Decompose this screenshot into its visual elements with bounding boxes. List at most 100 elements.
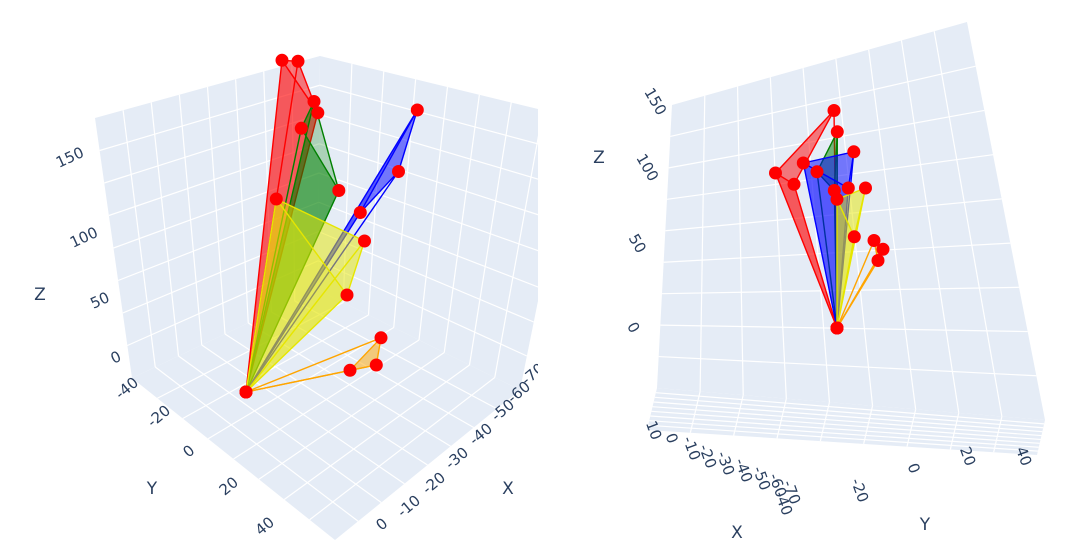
edge-yellow <box>346 240 366 296</box>
point-orange-3[interactable] <box>876 242 890 256</box>
point-red-3[interactable] <box>311 106 325 120</box>
point-yellow-2[interactable] <box>358 234 371 248</box>
point-orange-0[interactable] <box>239 385 253 399</box>
grid-line <box>802 68 831 403</box>
z-tick-label: 50 <box>625 231 650 257</box>
point-yellow-3[interactable] <box>340 288 354 302</box>
edge-blue <box>359 109 418 213</box>
point-orange-0[interactable] <box>830 321 844 335</box>
grid-line <box>283 364 470 500</box>
marker-group <box>239 53 424 399</box>
y-tick-label: 20 <box>216 473 242 499</box>
edge-red <box>774 110 835 174</box>
edge-blue <box>802 162 849 189</box>
point-yellow-3[interactable] <box>847 230 861 244</box>
point-blue-3[interactable] <box>353 206 367 219</box>
point-orange-1[interactable] <box>871 254 885 267</box>
edge-red <box>774 172 838 329</box>
y-axis-title: Y <box>919 515 931 535</box>
edge-red <box>793 110 835 185</box>
grid-line <box>668 109 985 169</box>
grid-line <box>933 31 1003 417</box>
point-green-1[interactable] <box>830 125 844 139</box>
grid-line <box>736 86 744 396</box>
point-yellow-2[interactable] <box>859 181 872 195</box>
surface-red <box>775 110 837 328</box>
grid-line <box>949 412 960 450</box>
point-orange-3[interactable] <box>369 358 383 372</box>
point-green-1[interactable] <box>307 95 321 108</box>
point-blue-2[interactable] <box>847 145 861 159</box>
edge-orange <box>349 337 382 371</box>
grid-line <box>494 135 538 378</box>
x-axis-title: X <box>731 523 743 543</box>
surface-yellow <box>837 188 866 328</box>
grid-line <box>769 77 787 399</box>
grid-line <box>819 402 831 442</box>
grid-line <box>900 40 960 413</box>
grid-line <box>309 377 496 521</box>
point-orange-2[interactable] <box>374 331 388 345</box>
grid-line <box>654 396 1044 429</box>
edge-yellow <box>245 198 277 393</box>
wall-floor <box>132 290 520 540</box>
grid-line <box>653 401 1043 433</box>
grid-line <box>906 409 917 447</box>
point-red-1[interactable] <box>275 53 289 67</box>
grid-line <box>660 324 1028 333</box>
z-tick-label: 150 <box>53 143 87 171</box>
grid-line <box>468 102 512 366</box>
point-blue-3[interactable] <box>841 181 855 195</box>
grid-line <box>689 391 701 433</box>
edge-red <box>793 184 838 329</box>
grid-line <box>652 406 1042 437</box>
grid-line <box>258 352 445 480</box>
x-tick-label: -10 <box>394 491 424 521</box>
grid-line <box>733 394 744 436</box>
point-green-2[interactable] <box>810 165 824 179</box>
y-tick-label: -20 <box>847 476 872 505</box>
point-yellow-1[interactable] <box>830 192 844 206</box>
axis-titles: X Y Z <box>593 148 931 543</box>
edge-yellow <box>275 198 348 296</box>
grid-line <box>443 94 480 353</box>
point-red-2[interactable] <box>827 104 841 117</box>
point-green-3[interactable] <box>332 184 346 197</box>
point-red-1[interactable] <box>769 166 782 180</box>
z-tick-label: 50 <box>87 288 112 312</box>
point-yellow-1[interactable] <box>269 192 283 206</box>
edge-green <box>300 127 340 191</box>
grid-line <box>670 65 976 138</box>
z-axis-title: Z <box>593 148 605 168</box>
point-green-2[interactable] <box>294 121 308 135</box>
grid-line <box>658 355 1037 377</box>
edge-orange <box>836 240 875 329</box>
z-axis-title: Z <box>34 285 46 305</box>
point-red-3[interactable] <box>787 177 801 191</box>
x-axis-title: X <box>502 479 514 499</box>
point-red-2[interactable] <box>291 54 305 68</box>
point-orange-1[interactable] <box>343 363 357 377</box>
point-blue-1[interactable] <box>410 103 424 117</box>
edge-blue <box>359 171 400 213</box>
edge-blue <box>397 109 418 172</box>
edge-blue <box>803 151 854 164</box>
y-tick-label: 40 <box>252 513 278 539</box>
z-tick-label: 150 <box>640 85 670 119</box>
point-blue-1[interactable] <box>796 156 810 170</box>
y-tick-label: 0 <box>904 461 924 476</box>
point-blue-2[interactable] <box>392 165 405 178</box>
point-orange-2[interactable] <box>867 234 881 247</box>
grid-line <box>650 415 1040 444</box>
marker-group <box>769 104 890 335</box>
surface-inner-yellow <box>246 199 347 392</box>
x-tick-label: 0 <box>372 514 391 534</box>
series-group <box>245 59 418 393</box>
surface-inner-yellow <box>837 199 855 328</box>
x-tick-label: 10 <box>642 418 665 442</box>
grid-line <box>235 79 249 324</box>
grid-line <box>294 300 498 410</box>
